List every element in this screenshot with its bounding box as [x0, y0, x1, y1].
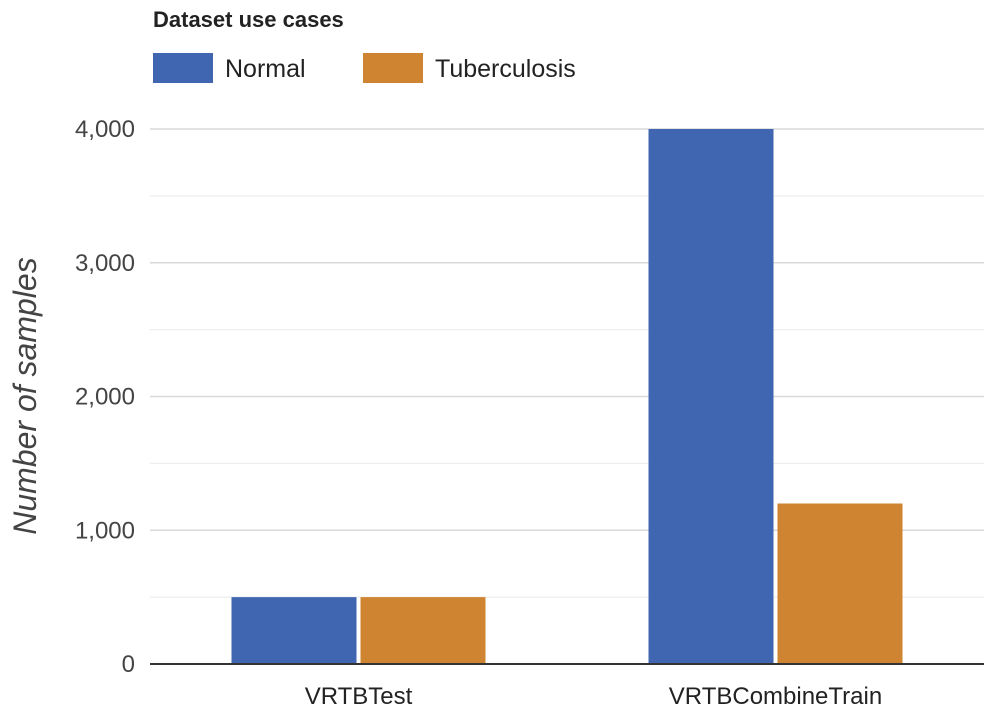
- legend: Normal Tuberculosis: [153, 53, 576, 83]
- bar-tuberculosis-vrtbcombinetrain: [777, 503, 903, 664]
- y-tick-label: 2,000: [75, 384, 135, 411]
- y-tick-label: 1,000: [75, 517, 135, 544]
- legend-swatch-tuberculosis: [363, 53, 423, 83]
- x-axis-ticks: VRTBTest VRTBCombineTrain: [305, 683, 883, 710]
- bar-normal-vrtbtest: [231, 597, 357, 664]
- legend-label-normal: Normal: [225, 55, 306, 83]
- bars: [231, 129, 903, 664]
- y-tick-label: 3,000: [75, 250, 135, 277]
- legend-label-tuberculosis: Tuberculosis: [435, 55, 576, 83]
- y-axis-ticks: 0 1,000 2,000 3,000 4,000: [75, 116, 135, 678]
- y-tick-label: 0: [122, 651, 135, 678]
- bar-tuberculosis-vrtbtest: [360, 597, 486, 664]
- bar-normal-vrtbcombinetrain: [648, 129, 774, 664]
- x-tick-label: VRTBCombineTrain: [669, 683, 882, 710]
- chart-title: Dataset use cases: [153, 7, 344, 32]
- x-tick-label: VRTBTest: [305, 683, 413, 710]
- y-tick-label: 4,000: [75, 116, 135, 143]
- legend-swatch-normal: [153, 53, 213, 83]
- grid: [150, 128, 984, 598]
- y-axis-label: Number of samples: [7, 257, 43, 534]
